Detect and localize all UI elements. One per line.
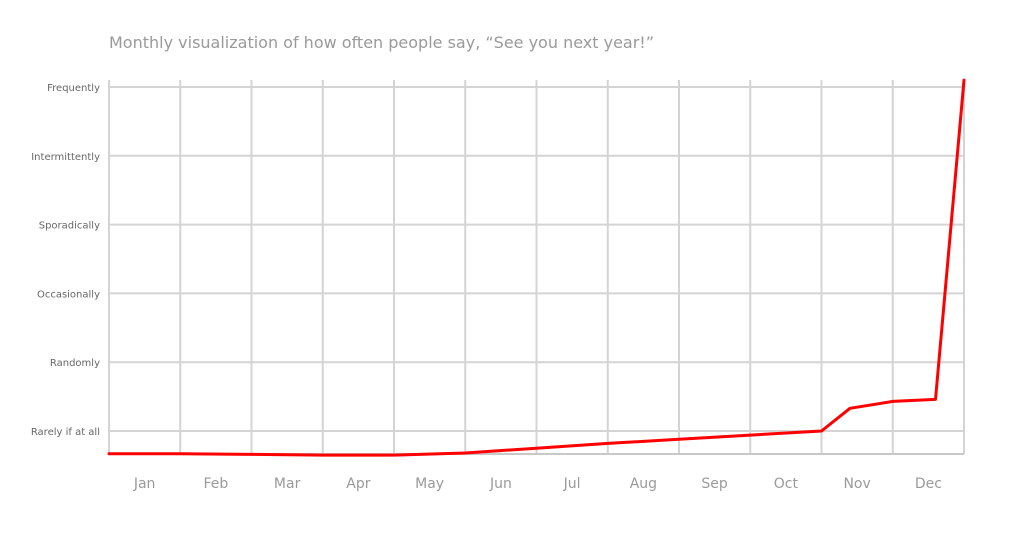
y-tick-label: Sporadically bbox=[39, 221, 100, 232]
x-tick-label: Jun bbox=[489, 476, 512, 492]
series-line bbox=[107, 78, 966, 457]
y-tick-label: Rarely if at all bbox=[31, 427, 100, 438]
x-tick-label: Oct bbox=[774, 476, 799, 492]
x-tick-label: Nov bbox=[843, 476, 870, 492]
chart-title: Monthly visualization of how often peopl… bbox=[109, 33, 654, 52]
y-tick-label: Randomly bbox=[50, 358, 100, 369]
x-tick-label: Jan bbox=[133, 476, 156, 492]
x-tick-label: Mar bbox=[274, 476, 301, 492]
x-tick-label: May bbox=[415, 476, 444, 492]
x-tick-label: Dec bbox=[915, 476, 942, 492]
y-tick-label: Frequently bbox=[47, 83, 100, 94]
x-tick-label: Aug bbox=[630, 476, 657, 492]
y-tick-label: Intermittently bbox=[31, 152, 100, 163]
x-tick-label: Feb bbox=[203, 476, 228, 492]
x-tick-label: Sep bbox=[701, 476, 728, 492]
x-tick-label: Jul bbox=[563, 476, 581, 492]
y-tick-label: Occasionally bbox=[37, 289, 100, 300]
x-tick-label: Apr bbox=[346, 476, 370, 492]
